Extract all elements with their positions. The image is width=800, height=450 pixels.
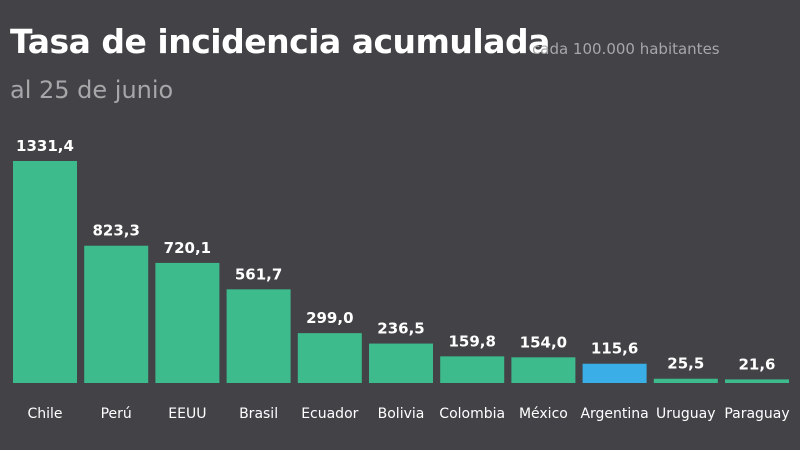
value-label-bolivia: 236,5 — [377, 320, 424, 338]
category-label-bolivia: Bolivia — [378, 406, 425, 422]
chart-title: Tasa de incidencia acumulada — [10, 22, 550, 61]
bar-peru — [84, 245, 149, 383]
bar-colombia — [440, 356, 505, 383]
bar-uruguay — [653, 378, 718, 383]
value-label-peru: 823,3 — [92, 222, 139, 240]
category-label-colombia: Colombia — [439, 406, 505, 422]
unit-note: cada 100.000 habitantes — [532, 40, 720, 58]
category-label-peru: Perú — [101, 406, 132, 422]
value-label-uruguay: 25,5 — [667, 355, 704, 373]
category-label-paraguay: Paraguay — [724, 406, 789, 422]
bar-mexico — [511, 357, 576, 383]
value-label-paraguay: 21,6 — [738, 355, 775, 373]
category-label-eeuu: EEUU — [168, 406, 206, 422]
value-label-chile: 1331,4 — [16, 137, 74, 155]
category-label-brasil: Brasil — [239, 406, 278, 422]
bar-paraguay — [725, 379, 789, 383]
category-label-mexico: México — [519, 406, 568, 422]
bar-bolivia — [369, 343, 433, 383]
bar-argentina — [582, 363, 647, 383]
category-label-chile: Chile — [27, 406, 62, 422]
value-label-argentina: 115,6 — [591, 340, 638, 358]
bar-brasil — [226, 289, 291, 383]
chart-subtitle: al 25 de junio — [10, 76, 174, 104]
category-label-ecuador: Ecuador — [301, 406, 358, 422]
category-label-uruguay: Uruguay — [656, 406, 716, 422]
bar-eeuu — [155, 262, 220, 383]
bar-chile — [13, 161, 77, 383]
value-label-brasil: 561,7 — [235, 265, 282, 283]
value-label-colombia: 159,8 — [448, 332, 495, 350]
value-label-mexico: 154,0 — [520, 333, 567, 351]
category-label-argentina: Argentina — [580, 406, 648, 422]
value-label-ecuador: 299,0 — [306, 309, 353, 327]
value-label-eeuu: 720,1 — [164, 239, 211, 257]
bar-ecuador — [297, 333, 362, 383]
